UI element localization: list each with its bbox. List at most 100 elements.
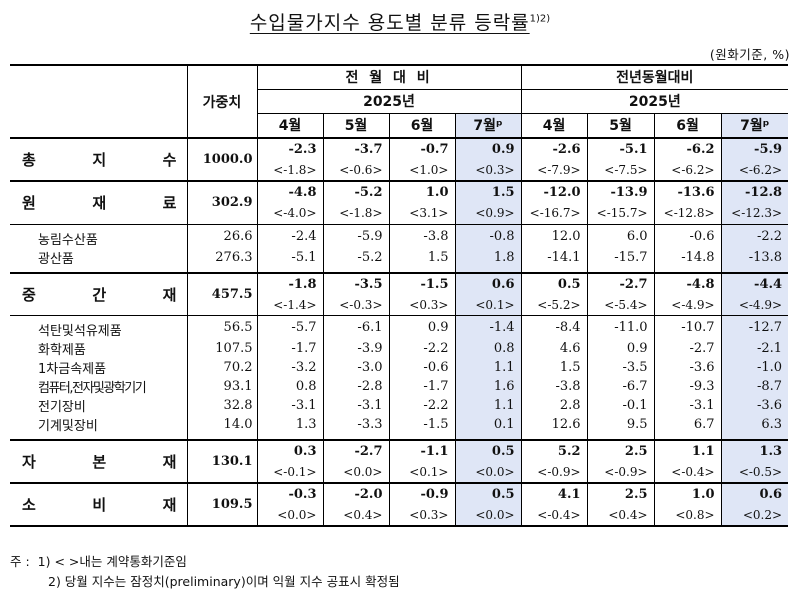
row-contract-value: <-16.7> (520, 203, 588, 224)
table-row-sub: 기계및장비 14.0 1.3 -3.3 -1.5 0.1 12.6 9.5 6.7 6.3 (10, 415, 789, 434)
header-yoy: 전년동월대비 (520, 64, 789, 89)
row-contract-value: <-6.2> (720, 160, 789, 181)
table-row-sub: 광산품 276.3 -5.1 -5.2 1.5 1.8 -14.1 -15.7 -14.8 -13… (10, 247, 789, 267)
row-sub-label: 컴퓨터,전자및광학기기 (38, 381, 147, 396)
row-sub-value: 0.9 (388, 315, 455, 339)
row-value: -1.1 (388, 439, 455, 462)
row-value: -12.0 (520, 180, 588, 203)
row-sub-value: -3.2 (256, 358, 323, 377)
row-sub-value: 6.7 (653, 415, 722, 434)
row-sub-weight: 107.5 (186, 339, 257, 358)
row-value: -0.9 (388, 482, 455, 505)
row-sub-value: 1.6 (454, 377, 522, 396)
row-label: 원 재 료 (10, 180, 187, 224)
row-contract-value: <0.3> (388, 294, 455, 316)
row-value: 1.0 (653, 482, 722, 505)
row-contract-value: <3.1> (388, 203, 455, 224)
row-value: -4.4 (720, 271, 789, 295)
row-label: 중 간 재 (10, 271, 187, 316)
row-sub-value: -3.0 (322, 358, 389, 377)
row-sub-value: -3.3 (322, 415, 389, 434)
row-sub-label: 기계및장비 (38, 419, 98, 434)
row-value: -0.3 (256, 482, 323, 505)
row-sub-value: 6.3 (720, 415, 789, 434)
row-value: -3.7 (322, 137, 389, 160)
unit-label: (원화기준, %) (709, 47, 790, 62)
row-value: -13.6 (653, 180, 722, 203)
table-row-sub: 화학제품 107.5 -1.7 -3.9 -2.2 0.8 4.6 0.9 -2.7 -2.1 (10, 339, 789, 358)
row-sub-label: 전기장비 (38, 400, 86, 415)
row-sub-value: 0.9 (586, 339, 655, 358)
row-value: -12.8 (720, 180, 789, 203)
row-value: 0.6 (720, 482, 789, 505)
row-contract-value: <0.2> (720, 505, 789, 527)
spacer-row (10, 266, 789, 273)
row-value: 0.3 (256, 439, 323, 462)
row-sub-value: -3.5 (586, 358, 655, 377)
row-sub-weight: 26.6 (186, 223, 257, 248)
row-sub-value: -2.1 (720, 339, 789, 358)
row-value: -2.6 (520, 137, 588, 160)
row-contract-value: <-0.4> (653, 462, 722, 483)
table-row: 소 비 재 109.5 -0.3 -2.0 -0.9 0.5 4.1 2.5 1.0 0.6 (10, 482, 789, 527)
header-month-preliminary: 7월ᵖ (454, 112, 522, 138)
row-sub-value: -5.7 (256, 315, 323, 339)
row-sub-value: -14.1 (520, 247, 588, 267)
table-row-sub: 석탄및석유제품 56.5 -5.7 -6.1 0.9 -1.4 -8.4 -11.0 -10.7… (10, 315, 789, 339)
row-value: 4.1 (520, 482, 588, 505)
row-value: 1.5 (454, 180, 522, 203)
table-row-contract: <-0.1> <0.0> <0.1> <0.0> <-0.9> <-0.9> <-0.4> <… (10, 462, 789, 483)
row-contract-value: <-7.9> (520, 160, 588, 181)
row-sub-value: -3.6 (653, 358, 722, 377)
row-value: 0.5 (520, 271, 588, 295)
row-contract-value: <0.1> (388, 462, 455, 483)
table-row: 자 본 재 130.1 0.3 -2.7 -1.1 0.5 5.2 2.5 1.1 1.3 (10, 439, 789, 483)
header-month: 6월 (653, 112, 722, 138)
row-value: -2.7 (322, 439, 389, 462)
row-value: -3.5 (322, 271, 389, 295)
row-sub-value: -2.2 (720, 223, 789, 248)
header-month: 4월 (256, 112, 323, 138)
row-contract-value: <-0.9> (520, 462, 588, 483)
row-sub-value: -15.7 (586, 247, 655, 267)
table-row: 중 간 재 457.5 -1.8 -3.5 -1.5 0.6 0.5 -2.7 -4.8 -4.4 (10, 271, 789, 316)
row-weight: 109.5 (186, 482, 257, 527)
row-value: -2.3 (256, 137, 323, 160)
row-contract-value: <-12.8> (653, 203, 722, 224)
row-contract-value: <1.0> (388, 160, 455, 181)
row-sub-weight: 70.2 (186, 358, 257, 377)
row-sub-value: -11.0 (586, 315, 655, 339)
row-sub-value: -3.8 (520, 377, 588, 396)
row-contract-value: <0.8> (653, 505, 722, 527)
row-contract-value: <-1.8> (322, 203, 389, 224)
row-sub-value: -3.6 (720, 396, 789, 415)
row-value: -13.9 (586, 180, 655, 203)
row-label: 자 본 재 (10, 439, 187, 483)
table-row-sub: 농림수산품 26.6 -2.4 -5.9 -3.8 -0.8 12.0 6.0 -0.6 -2.2 (10, 223, 789, 248)
header-month: 5월 (586, 112, 655, 138)
row-sub-value: -8.4 (520, 315, 588, 339)
table-row-contract: <0.0> <0.4> <0.3> <0.0> <-0.4> <0.4> <0.8> <0.2… (10, 505, 789, 527)
row-value: -6.2 (653, 137, 722, 160)
row-sub-value: -5.2 (322, 247, 389, 267)
row-contract-value: <-4.0> (256, 203, 323, 224)
row-contract-value: <-12.3> (720, 203, 789, 224)
table-row-sub: 컴퓨터,전자및광학기기 93.1 0.8 -2.8 -1.7 1.6 -3.8 -6.7 -9.… (10, 377, 789, 396)
row-sub-value: 0.1 (454, 415, 522, 434)
row-sub-value: -1.0 (720, 358, 789, 377)
row-value: 0.6 (454, 271, 522, 295)
row-label: 총 지 수 (10, 137, 187, 181)
row-sub-value: -12.7 (720, 315, 789, 339)
row-sub-label: 광산품 (38, 251, 74, 267)
row-sub-value: -2.8 (322, 377, 389, 396)
table-row: 원 재 료 302.9 -4.8 -5.2 1.0 1.5 -12.0 -13.9 -13.6-… (10, 180, 789, 224)
import-price-table: 가중치 전 월 대 비 전년동월대비 2025년 2025년 4월 5월 6월 … (10, 64, 789, 527)
page-title: 수입물가지수 용도별 분류 등락률1)2) (0, 8, 800, 35)
row-contract-value: <-0.1> (256, 462, 323, 483)
row-sub-value: -3.1 (322, 396, 389, 415)
row-contract-value: <-6.2> (653, 160, 722, 181)
row-value: -5.9 (720, 137, 789, 160)
table-row-contract: <-4.0> <-1.8> <3.1> <0.9> <-16.7> <-15.7> <-12… (10, 203, 789, 224)
row-sub-value: -2.2 (388, 396, 455, 415)
row-contract-value: <-4.9> (653, 294, 722, 316)
